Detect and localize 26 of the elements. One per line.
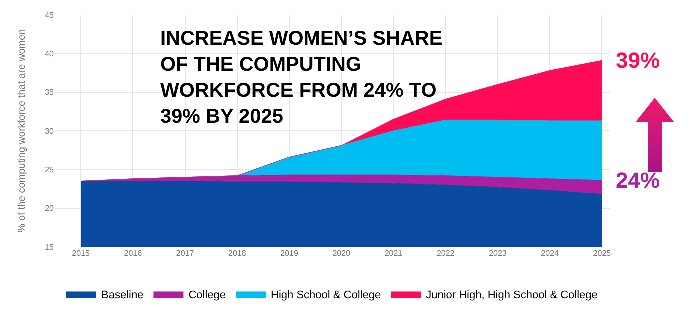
x-tick-label: 2018 [228, 249, 247, 258]
y-tick-label: 35 [45, 88, 55, 98]
legend-label: Baseline [102, 289, 144, 302]
annotation: 24% [616, 168, 660, 193]
x-tick-label: 2024 [541, 249, 560, 258]
x-tick-label: 2019 [280, 249, 299, 258]
x-tick-label: 2017 [176, 249, 195, 258]
text: INCREASE WOMEN’S SHARE OF THE COMPUTING WORKFORCE FROM 24% TO 39% BY 2025 [160, 28, 443, 128]
x-tick-label: 2021 [384, 249, 404, 258]
x-tick-label: 2025 [593, 249, 612, 258]
x-tick-label: 2020 [332, 249, 352, 258]
x-tick-label: 2016 [124, 249, 143, 258]
y-tick-label: 15 [45, 242, 55, 252]
y-tick-label: 45 [45, 10, 55, 20]
legend-label: College [188, 289, 226, 302]
y-tick-label: 25 [45, 165, 55, 174]
legend-label: High School & College [271, 289, 382, 302]
y-tick-label: 20 [45, 204, 55, 214]
x-tick-label: 2022 [436, 249, 456, 258]
x-tick-label: 2023 [489, 249, 508, 258]
annotation: 39% [616, 48, 660, 73]
x-tick-label: 2015 [72, 249, 91, 258]
y-tick-label: 40 [45, 49, 55, 58]
legend-label: Junior High, High School & College [426, 289, 598, 302]
y-tick-label: 30 [45, 126, 55, 136]
y-axis-title: % of the computing workforce that are women [17, 29, 28, 233]
